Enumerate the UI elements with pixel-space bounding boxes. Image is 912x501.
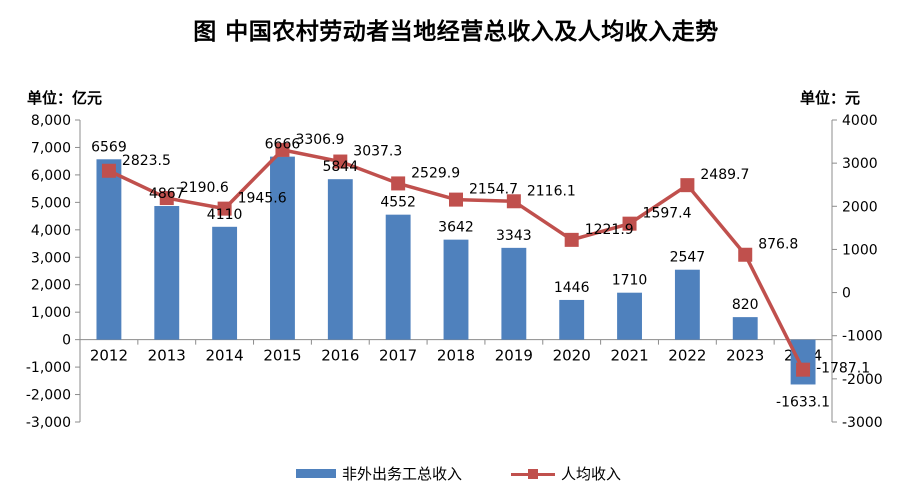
legend-item-bar-series: 非外出务工总收入 bbox=[296, 463, 462, 484]
line-data-label: 2154.7 bbox=[469, 182, 518, 198]
left-axis-tick-label: 8,000 bbox=[31, 113, 71, 129]
legend-bar-label: 非外出务工总收入 bbox=[342, 465, 463, 483]
left-axis-tick-label: 5,000 bbox=[31, 195, 71, 211]
line-marker-2020 bbox=[564, 232, 579, 247]
x-axis-tick-label: 2018 bbox=[437, 347, 475, 365]
left-axis-tick-label: -2,000 bbox=[26, 388, 71, 404]
bar-2019 bbox=[501, 247, 527, 340]
bar-data-label: 4552 bbox=[380, 195, 416, 211]
right-axis-tick-label: -1000 bbox=[842, 329, 883, 345]
bar-data-label: 820 bbox=[732, 297, 759, 313]
x-axis-tick-label: 2014 bbox=[206, 347, 244, 365]
line-marker-2023 bbox=[738, 247, 753, 262]
bar-2024 bbox=[790, 339, 816, 385]
line-marker-2014 bbox=[217, 201, 232, 216]
right-axis-tick-label: 1000 bbox=[842, 242, 878, 258]
bar-2013 bbox=[154, 206, 180, 340]
bar-data-label: 3642 bbox=[438, 220, 474, 236]
line-marker-2017 bbox=[391, 176, 406, 191]
legend-line-swatch bbox=[511, 468, 555, 480]
bar-2014 bbox=[212, 226, 238, 340]
x-axis-tick-label: 2019 bbox=[495, 347, 533, 365]
left-axis-tick-label: 3,000 bbox=[31, 250, 71, 266]
bar-data-label: 2547 bbox=[670, 250, 706, 266]
left-axis-unit-label: 单位：亿元 bbox=[27, 89, 103, 107]
legend-bar-swatch bbox=[296, 469, 336, 478]
bar-data-label: 6569 bbox=[91, 139, 127, 155]
right-axis-tick-label: 0 bbox=[842, 286, 851, 302]
line-data-label: 2529.9 bbox=[411, 165, 460, 181]
bar-2021 bbox=[617, 292, 642, 340]
right-axis-tick-label: 3000 bbox=[842, 156, 878, 172]
x-axis-tick-label: 2016 bbox=[321, 347, 359, 365]
bar-data-label: 6666 bbox=[265, 137, 301, 153]
bar-2015 bbox=[270, 156, 295, 340]
bar-2023 bbox=[732, 317, 758, 340]
line-data-label: 2823.5 bbox=[122, 153, 171, 169]
x-axis-tick-label: 2012 bbox=[90, 347, 128, 365]
left-axis-tick-label: 2,000 bbox=[31, 278, 71, 294]
line-marker-2018 bbox=[449, 192, 463, 207]
x-axis-tick-label: 2023 bbox=[726, 347, 764, 365]
bar-data-label: 3343 bbox=[496, 228, 532, 244]
line-marker-2013 bbox=[159, 191, 174, 206]
x-axis-tick-label: 2021 bbox=[610, 347, 648, 365]
line-marker-2021 bbox=[622, 216, 637, 231]
bar-data-label: 1446 bbox=[554, 280, 590, 296]
line-marker-2022 bbox=[680, 178, 695, 193]
line-data-label: 876.8 bbox=[758, 237, 798, 253]
line-data-label: 3306.9 bbox=[295, 132, 344, 148]
x-axis-tick-label: 2020 bbox=[553, 347, 591, 365]
line-data-label: 1945.6 bbox=[238, 191, 287, 207]
line-data-label: -1787.1 bbox=[816, 361, 870, 377]
right-axis-unit-label: 单位：元 bbox=[800, 89, 861, 107]
legend-item-line-series: 人均收入 bbox=[511, 463, 621, 484]
bar-data-label: 4867 bbox=[149, 186, 185, 202]
bar-2012 bbox=[96, 159, 122, 340]
left-axis-tick-label: 1,000 bbox=[31, 305, 71, 321]
bar-2022 bbox=[674, 269, 700, 340]
line-data-label: 3037.3 bbox=[353, 144, 402, 160]
bar-data-label: 4110 bbox=[207, 207, 243, 223]
bar-2016 bbox=[327, 179, 353, 340]
bar-data-label: 1710 bbox=[612, 273, 648, 289]
right-axis-tick-label: -3000 bbox=[842, 415, 883, 431]
left-axis-tick-label: 7,000 bbox=[31, 140, 71, 156]
bar-2017 bbox=[385, 214, 411, 340]
line-marker-2024 bbox=[796, 362, 811, 377]
right-axis-tick-label: -2000 bbox=[842, 372, 883, 388]
line-marker-2019 bbox=[506, 194, 521, 209]
bar-2018 bbox=[443, 239, 469, 340]
left-axis-tick-label: 4,000 bbox=[31, 223, 71, 239]
line-marker-2015 bbox=[275, 142, 290, 157]
left-axis-tick-label: 0 bbox=[62, 333, 71, 349]
left-axis-tick-label: 6,000 bbox=[31, 168, 71, 184]
left-axis-tick-label: -3,000 bbox=[26, 415, 71, 431]
line-data-label: 2190.6 bbox=[180, 180, 229, 196]
bar-2020 bbox=[559, 299, 585, 340]
chart-title: 图 中国农村劳动者当地经营总收入及人均收入走势 bbox=[193, 19, 719, 45]
x-axis-tick-label: 2017 bbox=[379, 347, 417, 365]
bar-data-label: -1633.1 bbox=[776, 394, 830, 410]
line-data-label: 1221.9 bbox=[585, 222, 634, 238]
x-axis-tick-label: 2013 bbox=[148, 347, 186, 365]
right-axis-tick-label: 2000 bbox=[842, 199, 878, 215]
right-axis-tick-label: 4000 bbox=[842, 113, 878, 129]
x-axis-tick-label: 2022 bbox=[668, 347, 706, 365]
legend-line-label: 人均收入 bbox=[561, 465, 622, 483]
line-marker-2016 bbox=[333, 154, 348, 169]
line-marker-2012 bbox=[101, 163, 116, 178]
bar-data-label: 5844 bbox=[322, 159, 358, 175]
line-data-label: 2489.7 bbox=[700, 167, 749, 183]
x-axis-tick-label: 2015 bbox=[263, 347, 301, 365]
line-data-label: 2116.1 bbox=[527, 183, 576, 199]
line-data-label: 1597.4 bbox=[643, 206, 692, 222]
left-axis-tick-label: -1,000 bbox=[26, 360, 71, 376]
